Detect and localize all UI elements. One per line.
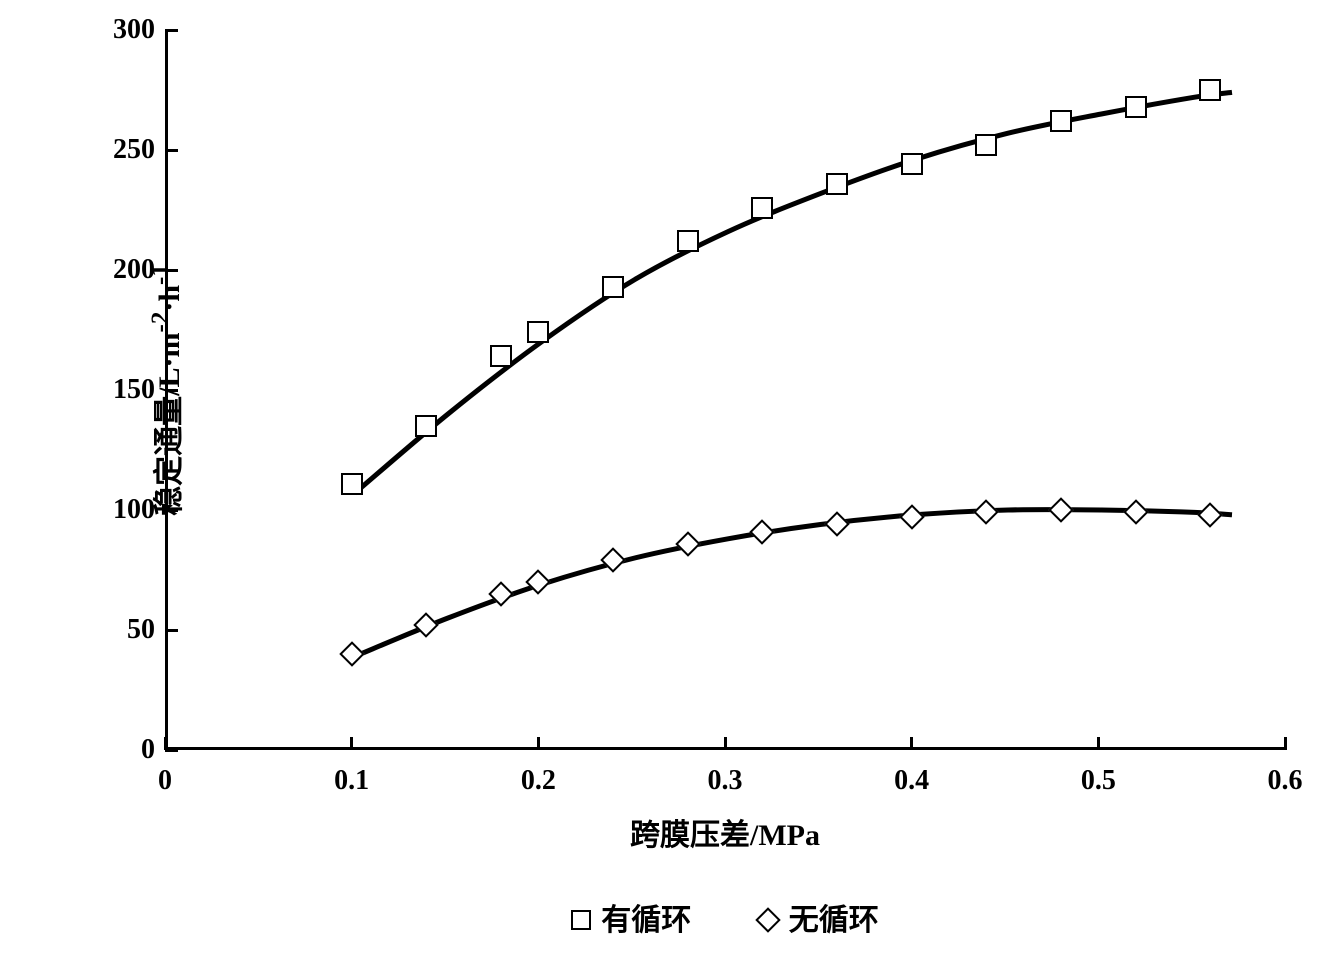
legend-item-0: 有循环 (571, 895, 691, 939)
fitted-curve-series-0 (355, 92, 1232, 493)
x-tick (537, 737, 540, 750)
y-tick (165, 629, 178, 632)
x-tick-label: 0.3 (708, 765, 743, 797)
legend-square-icon (571, 910, 591, 930)
x-tick-label: 0.2 (521, 765, 556, 797)
curve-svg (168, 30, 1288, 750)
marker-square (527, 321, 549, 343)
marker-square (901, 153, 923, 175)
marker-square (1125, 96, 1147, 118)
x-tick-label: 0.5 (1081, 765, 1116, 797)
x-tick-label: 0.6 (1268, 765, 1303, 797)
legend-item-1: 无循环 (759, 895, 879, 939)
x-tick (1097, 737, 1100, 750)
y-tick-label: 150 (113, 374, 155, 406)
legend-diamond-icon (755, 907, 780, 932)
x-axis-label: 跨膜压差/MPa (165, 810, 1285, 854)
marker-square (751, 197, 773, 219)
marker-square (975, 134, 997, 156)
marker-square (1050, 110, 1072, 132)
y-tick-label: 200 (113, 254, 155, 286)
x-tick-label: 0.4 (894, 765, 929, 797)
x-tick (350, 737, 353, 750)
marker-square (826, 173, 848, 195)
fitted-curve-series-1 (355, 510, 1232, 657)
y-tick (165, 749, 178, 752)
marker-square (415, 415, 437, 437)
marker-square (341, 473, 363, 495)
marker-square (677, 230, 699, 252)
y-tick (165, 389, 178, 392)
y-tick-label: 250 (113, 134, 155, 166)
y-tick-label: 300 (113, 14, 155, 46)
marker-square (1199, 79, 1221, 101)
y-tick-label: 0 (141, 734, 155, 766)
legend-label-0: 有循环 (601, 904, 691, 937)
x-tick-label: 0 (158, 765, 172, 797)
y-tick (165, 509, 178, 512)
x-tick-label: 0.1 (334, 765, 369, 797)
legend-label-1: 无循环 (789, 904, 879, 937)
y-tick (165, 269, 178, 272)
x-tick (1284, 737, 1287, 750)
x-tick (724, 737, 727, 750)
y-tick-label: 50 (127, 614, 155, 646)
legend: 有循环 无循环 (165, 895, 1285, 939)
y-tick (165, 149, 178, 152)
marker-square (602, 276, 624, 298)
x-tick (164, 737, 167, 750)
y-tick-label: 100 (113, 494, 155, 526)
x-tick (910, 737, 913, 750)
plot-area (165, 30, 1285, 750)
marker-square (490, 345, 512, 367)
chart-container: 稳定通量/L·m-2·h-1 跨膜压差/MPa 0501001502002503… (20, 20, 1300, 940)
y-tick (165, 29, 178, 32)
